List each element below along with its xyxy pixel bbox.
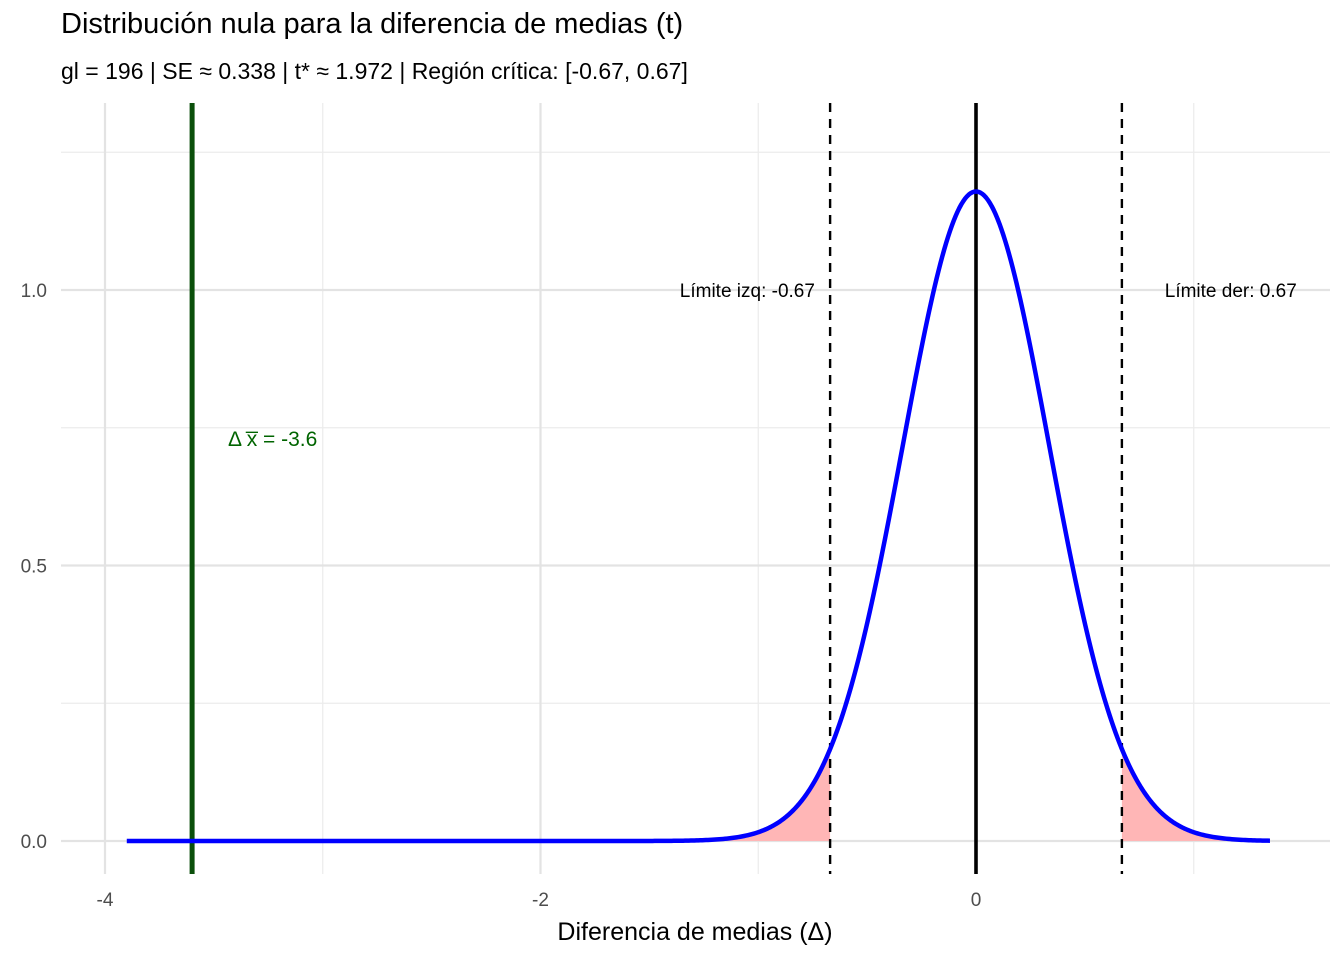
chart-subtitle: gl = 196 | SE ≈ 0.338 | t* ≈ 1.972 | Reg…	[61, 58, 688, 84]
y-tick-label: 0.5	[21, 557, 47, 578]
critical-region-left	[126, 749, 831, 841]
critical-region-right	[1121, 749, 1270, 841]
y-tick-label: 0.0	[21, 832, 47, 853]
annotation-observed-difference: Δ x̅ = -3.6	[228, 428, 317, 451]
x-tick-label: -4	[97, 890, 114, 911]
annotation-right-limit: Límite der: 0.67	[1165, 281, 1297, 302]
x-tick-label: -2	[532, 890, 549, 911]
density-curve	[126, 189, 1271, 844]
chart-title: Distribución nula para la diferencia de …	[61, 8, 684, 40]
x-axis-label: Diferencia de medias (Δ)	[557, 918, 832, 946]
x-tick-label: 0	[971, 890, 982, 911]
y-tick-label: 1.0	[21, 281, 47, 302]
annotation-left-limit: Límite izq: -0.67	[680, 281, 815, 302]
